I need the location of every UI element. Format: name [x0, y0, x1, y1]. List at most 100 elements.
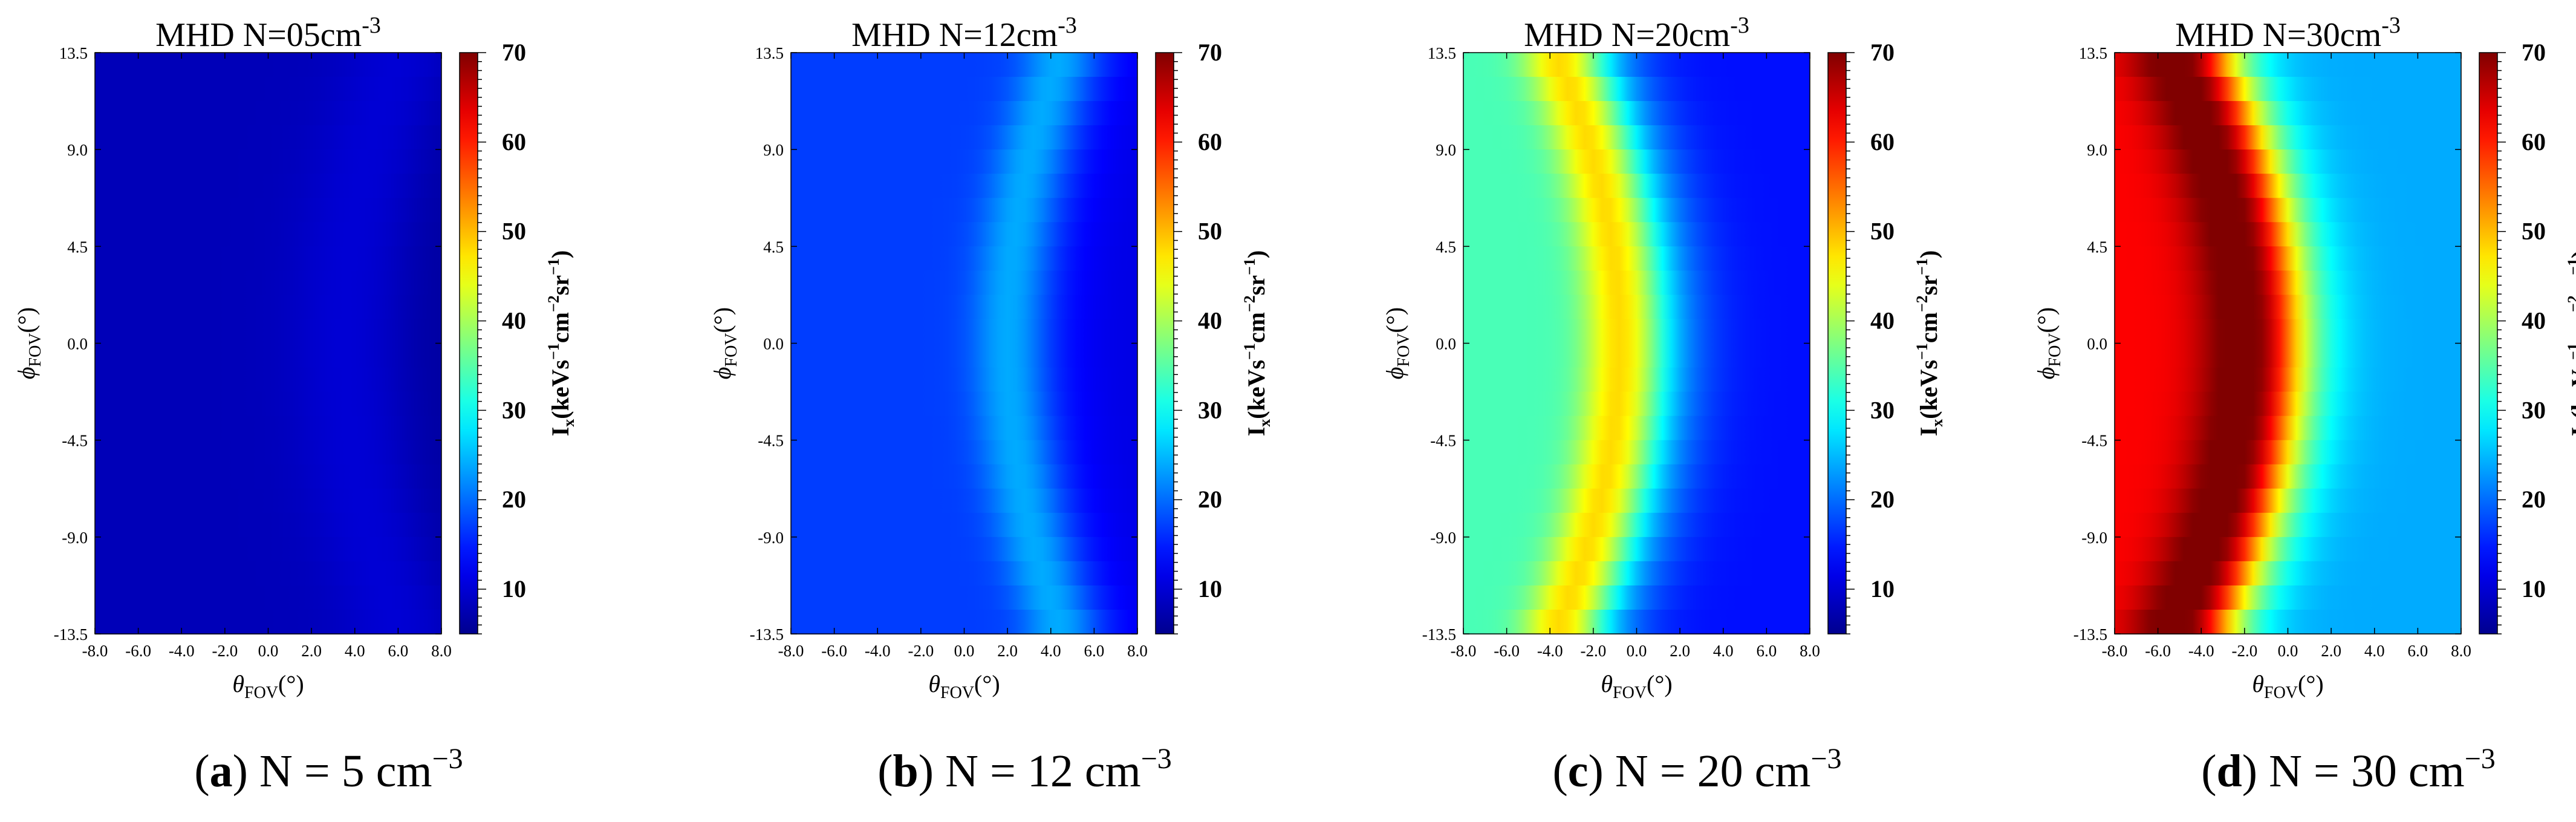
heatmap-band: [791, 488, 1137, 514]
x-tick-label: 8.0: [1800, 642, 1820, 660]
y-axis-label: ϕFOV(°): [709, 307, 741, 379]
heatmap-band: [1463, 561, 1810, 586]
heatmap-band: [95, 561, 441, 586]
panel-title: MHD N=05cm-3: [155, 13, 381, 54]
heatmap-band: [95, 101, 441, 126]
y-axis-label: ϕFOV(°): [2032, 307, 2064, 379]
heatmap-band: [791, 367, 1137, 393]
x-tick-label: 6.0: [1084, 642, 1105, 660]
heatmap-band: [791, 174, 1137, 199]
heatmap-band: [1463, 174, 1810, 199]
y-tick-label: -13.5: [750, 625, 784, 644]
y-axis-label: ϕFOV(°): [1381, 307, 1413, 379]
heatmap-band: [791, 198, 1137, 223]
heatmap-band: [1463, 295, 1810, 320]
heatmap-band: [1463, 537, 1810, 562]
y-tick-label: 0.0: [67, 335, 88, 353]
colorbar-tick-label: 10: [1870, 575, 1895, 602]
x-tick-label: -8.0: [1451, 642, 1477, 660]
x-tick-label: 0.0: [954, 642, 975, 660]
x-tick-label: 0.0: [1627, 642, 1647, 660]
panel-caption: (c) N = 20 cm−3: [1552, 743, 1841, 797]
colorbar: [459, 52, 478, 634]
y-tick-label: 4.5: [1436, 238, 1456, 256]
colorbar-tick-label: 50: [1198, 218, 1222, 245]
colorbar: [1827, 52, 1847, 634]
colorbar-tick-label: 60: [1198, 128, 1222, 155]
x-axis-label: θFOV(°): [928, 670, 1000, 702]
heatmap-band: [1463, 149, 1810, 175]
colorbar-tick-label: 40: [1870, 307, 1895, 334]
y-tick-label: 4.5: [2087, 238, 2107, 256]
y-tick-label: 0.0: [2087, 335, 2107, 353]
x-tick-label: 2.0: [1670, 642, 1690, 660]
heatmap-band: [1463, 343, 1810, 368]
colorbar-tick-label: 60: [502, 128, 526, 155]
heatmap-band: [2115, 416, 2461, 441]
caption-label: (: [2201, 746, 2216, 797]
heatmap-1: [95, 53, 441, 634]
colorbar-tick-label: 50: [502, 218, 526, 245]
x-tick-label: -6.0: [1494, 642, 1520, 660]
x-tick-label: -2.0: [2232, 642, 2258, 660]
colorbar-tick-label: 10: [502, 575, 526, 602]
colorbar-tick-label: 20: [2522, 486, 2546, 513]
heatmap-band: [791, 464, 1137, 489]
caption-label: (: [1552, 746, 1567, 797]
x-tick-label: -2.0: [1581, 642, 1607, 660]
heatmap-band: [2115, 391, 2461, 417]
x-tick-label: 0.0: [2278, 642, 2298, 660]
colorbar-tick-label: 50: [2522, 218, 2546, 245]
heatmap-band: [2115, 319, 2461, 344]
x-tick-label: 2.0: [997, 642, 1018, 660]
heatmap-band: [1463, 319, 1810, 344]
x-axis-label: θFOV(°): [1601, 670, 1672, 702]
heatmap-band: [2115, 440, 2461, 465]
heatmap-band: [2115, 198, 2461, 223]
heatmap-band: [791, 440, 1137, 465]
x-tick-label: 4.0: [1713, 642, 1734, 660]
colorbar-label: Ix(keVs−1cm−2sr−1): [545, 250, 577, 437]
heatmap-band: [2115, 343, 2461, 368]
heatmap-band: [2115, 464, 2461, 489]
x-tick-label: -2.0: [908, 642, 934, 660]
y-tick-label: 13.5: [1428, 44, 1456, 62]
colorbar-tick-label: 20: [502, 486, 526, 513]
heatmap-band: [2115, 77, 2461, 102]
heatmap-band: [95, 464, 441, 489]
caption-label: (: [877, 746, 893, 797]
heatmap-band: [95, 367, 441, 393]
y-tick-label: -9.0: [758, 529, 784, 547]
x-tick-label: 4.0: [1041, 642, 1061, 660]
colorbar-tick-label: 60: [1870, 128, 1895, 155]
x-tick-label: -6.0: [125, 642, 151, 660]
heatmap-band: [95, 319, 441, 344]
heatmap-band: [95, 512, 441, 538]
heatmap-band: [1463, 77, 1810, 102]
x-tick-label: -4.0: [865, 642, 891, 660]
panel-title: MHD N=12cm-3: [851, 13, 1077, 54]
heatmap-band: [2115, 149, 2461, 175]
heatmap-band: [95, 488, 441, 514]
panel-caption: (a) N = 5 cm−3: [194, 743, 463, 797]
heatmap-band: [1463, 101, 1810, 126]
x-tick-label: 2.0: [301, 642, 322, 660]
y-tick-label: 0.0: [763, 335, 784, 353]
x-tick-label: 2.0: [2321, 642, 2341, 660]
heatmap-band: [791, 343, 1137, 368]
heatmap-band: [791, 270, 1137, 296]
panel-3: -8.0 -6.0 -4.0 -2.0 0.0 2.0 4.0 6.0 8.0 13.5 9.0 4.…: [1381, 13, 1946, 797]
heatmap-3: [1463, 53, 1810, 634]
heatmap-band: [2115, 367, 2461, 393]
heatmap-band: [2115, 246, 2461, 272]
heatmap-band: [95, 295, 441, 320]
heatmap-band: [791, 125, 1137, 150]
heatmap-band: [791, 246, 1137, 272]
heatmap-band: [1463, 367, 1810, 393]
x-axis-label: θFOV(°): [2252, 670, 2323, 702]
heatmap-band: [95, 149, 441, 175]
heatmap-band: [95, 391, 441, 417]
x-tick-label: -8.0: [2102, 642, 2128, 660]
x-tick-label: 6.0: [1757, 642, 1777, 660]
